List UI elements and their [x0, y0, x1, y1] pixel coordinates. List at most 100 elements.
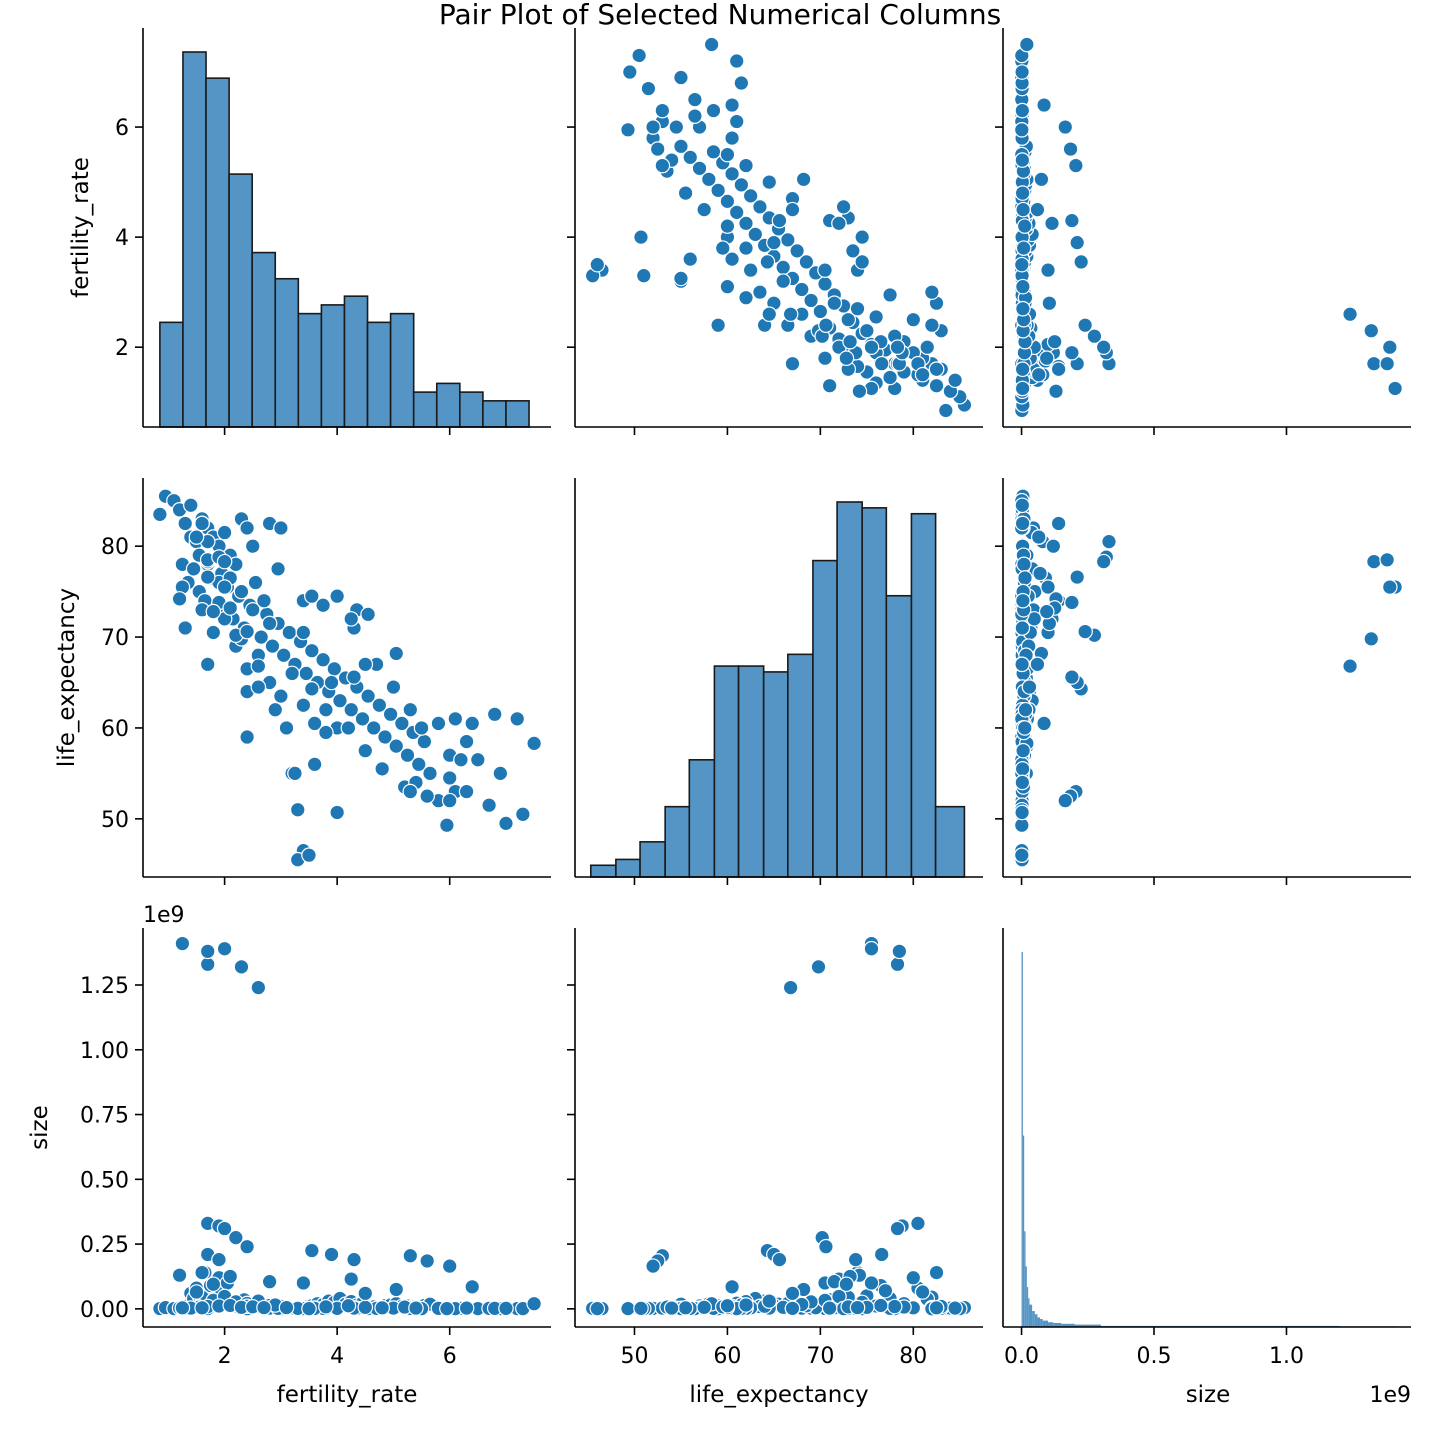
hist-bar — [1034, 1314, 1038, 1327]
scatter-point — [687, 108, 703, 124]
scatter-point — [724, 97, 740, 113]
scatter-point — [410, 756, 427, 773]
y-axis-label-size: size — [27, 1105, 53, 1150]
scatter-point — [216, 579, 233, 595]
scatter-point — [233, 583, 250, 600]
scatter-point — [847, 1251, 864, 1268]
scatter-point — [441, 770, 458, 786]
scatter-point — [1040, 262, 1056, 278]
x-tick-label: 80 — [899, 1344, 927, 1369]
scatter-point — [784, 1300, 801, 1317]
scatter-point — [374, 761, 390, 777]
scatter-point — [1041, 295, 1058, 311]
scatter-point — [205, 624, 222, 641]
scatter-point — [1366, 553, 1382, 570]
scatter-point — [733, 75, 750, 91]
scatter-point — [278, 1299, 295, 1316]
scatter-point — [724, 251, 740, 267]
scatter-point — [766, 234, 782, 251]
scatter-point — [872, 1297, 889, 1314]
scatter-point — [275, 647, 292, 664]
scatter-point — [738, 1297, 754, 1313]
scatter-point — [447, 711, 464, 727]
scatter-point — [315, 651, 331, 668]
scatter-point — [486, 706, 503, 723]
scatter-point — [842, 333, 858, 350]
scatter-point — [803, 292, 819, 309]
scatter-point — [439, 817, 455, 833]
scatter-point — [714, 240, 731, 256]
scatter-point — [1046, 333, 1063, 350]
scatter-point — [873, 1246, 890, 1263]
hist-bar — [861, 507, 888, 878]
scatter-point — [924, 317, 940, 333]
scatter-point — [775, 273, 791, 289]
scatter-point — [394, 715, 410, 732]
hist-bar — [1022, 1135, 1025, 1327]
scatter-point — [889, 339, 906, 355]
scatter-point — [719, 218, 736, 234]
scatter-point — [1038, 603, 1055, 620]
hist-bar — [737, 665, 765, 878]
scatter-point — [377, 729, 393, 745]
scatter-point — [1095, 553, 1112, 570]
scatter-point — [416, 733, 433, 750]
hist-bar — [1024, 1231, 1026, 1327]
scatter-point — [1069, 234, 1085, 251]
panel-size-vs-life_expectancy: 50 60 70 80 — [567, 928, 983, 1369]
scatter-point — [733, 177, 750, 193]
scatter-point — [295, 624, 312, 641]
scatter-point — [1014, 497, 1031, 514]
scatter-point — [928, 361, 945, 378]
scatter-point — [910, 1215, 926, 1232]
hist-bar — [182, 51, 207, 428]
scatter-point — [374, 1300, 390, 1316]
x-tick-label: 50 — [620, 1344, 648, 1369]
scatter-point — [385, 679, 402, 695]
scatter-point — [919, 339, 936, 355]
scatter-point — [938, 402, 954, 419]
scatter-point — [854, 229, 870, 245]
scatter-point — [673, 69, 689, 86]
x-axis-label-size: size — [1186, 1382, 1231, 1408]
scatter-point — [1030, 366, 1047, 383]
scatter-point — [696, 1299, 712, 1316]
scatter-point — [1342, 306, 1358, 322]
scatter-point — [253, 629, 269, 645]
scatter-point — [1015, 742, 1031, 759]
scatter-point — [199, 943, 216, 960]
y-axis-label-life-expectancy: life_expectancy — [54, 588, 80, 767]
scatter-point — [216, 553, 233, 570]
scatter-point — [1068, 157, 1084, 174]
scatter-point — [1064, 669, 1080, 685]
scatter-point — [458, 1300, 475, 1316]
hist-bar — [297, 312, 323, 428]
scatter-point — [710, 182, 726, 199]
scatter-point — [304, 588, 320, 604]
scatter-point — [654, 102, 671, 119]
scatter-point — [267, 701, 284, 718]
scatter-point — [458, 733, 475, 750]
scatter-point — [1095, 339, 1112, 355]
scatter-point — [422, 765, 438, 782]
scatter-point — [719, 193, 736, 210]
hist-bar — [934, 805, 966, 878]
scatter-point — [205, 1276, 222, 1293]
scatter-point — [818, 317, 834, 333]
scatter-point — [402, 1247, 419, 1264]
scatter-point — [719, 146, 736, 163]
hist-bar — [1074, 1324, 1102, 1327]
scatter-point — [817, 262, 833, 278]
x-tick-label: 6 — [443, 1344, 457, 1369]
scatter-point — [947, 1300, 963, 1316]
y-tick-label: 0.50 — [80, 1168, 129, 1193]
scatter-point — [498, 1300, 514, 1317]
scatter-point — [673, 270, 689, 287]
scatter-point — [1064, 594, 1080, 611]
scatter-point — [1073, 254, 1089, 270]
scatter-point — [1050, 515, 1067, 532]
scatter-point — [323, 1246, 340, 1263]
scatter-point — [413, 720, 430, 736]
panel-life_expectancy-vs-fertility_rate: 50 60 70 80 — [101, 478, 551, 885]
x-tick-label: 60 — [713, 1344, 741, 1369]
